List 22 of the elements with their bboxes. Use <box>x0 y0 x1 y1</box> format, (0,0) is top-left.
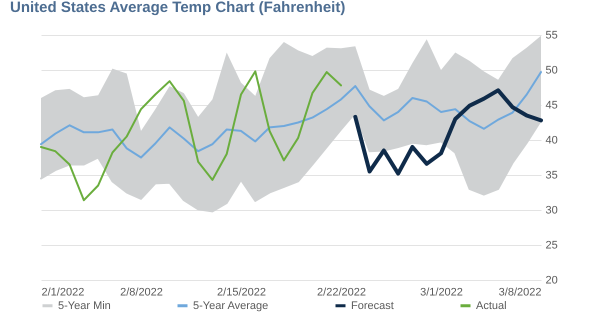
legend-label: Actual <box>476 300 507 312</box>
legend-label: 5-Year Min <box>58 300 111 312</box>
chart-title: United States Average Temp Chart (Fahrenheit) <box>10 0 346 16</box>
line-series <box>353 88 543 176</box>
y-tick-label: 40 <box>546 134 558 146</box>
legend-label: Forecast <box>351 300 394 312</box>
y-tick-label: 50 <box>546 64 558 76</box>
y-tick-label: 35 <box>546 170 558 182</box>
x-tick-label: 3/1/2022 <box>420 286 463 298</box>
legend-label: 5-Year Average <box>193 300 268 312</box>
y-tick-label: 55 <box>546 30 558 42</box>
y-tick-label: 25 <box>546 240 558 252</box>
x-tick-label: 2/22/2022 <box>317 286 366 298</box>
y-tick-label: 30 <box>546 204 558 216</box>
line-series <box>40 70 342 202</box>
x-tick-label: 2/1/2022 <box>42 286 84 298</box>
x-tick-label: 2/15/2022 <box>217 286 266 298</box>
y-tick-label: 20 <box>546 274 558 286</box>
y-tick-label: 45 <box>546 100 558 112</box>
x-tick-label: 2/8/2022 <box>120 286 163 298</box>
line-series <box>40 71 542 158</box>
x-tick-label: 3/8/2022 <box>498 286 542 298</box>
